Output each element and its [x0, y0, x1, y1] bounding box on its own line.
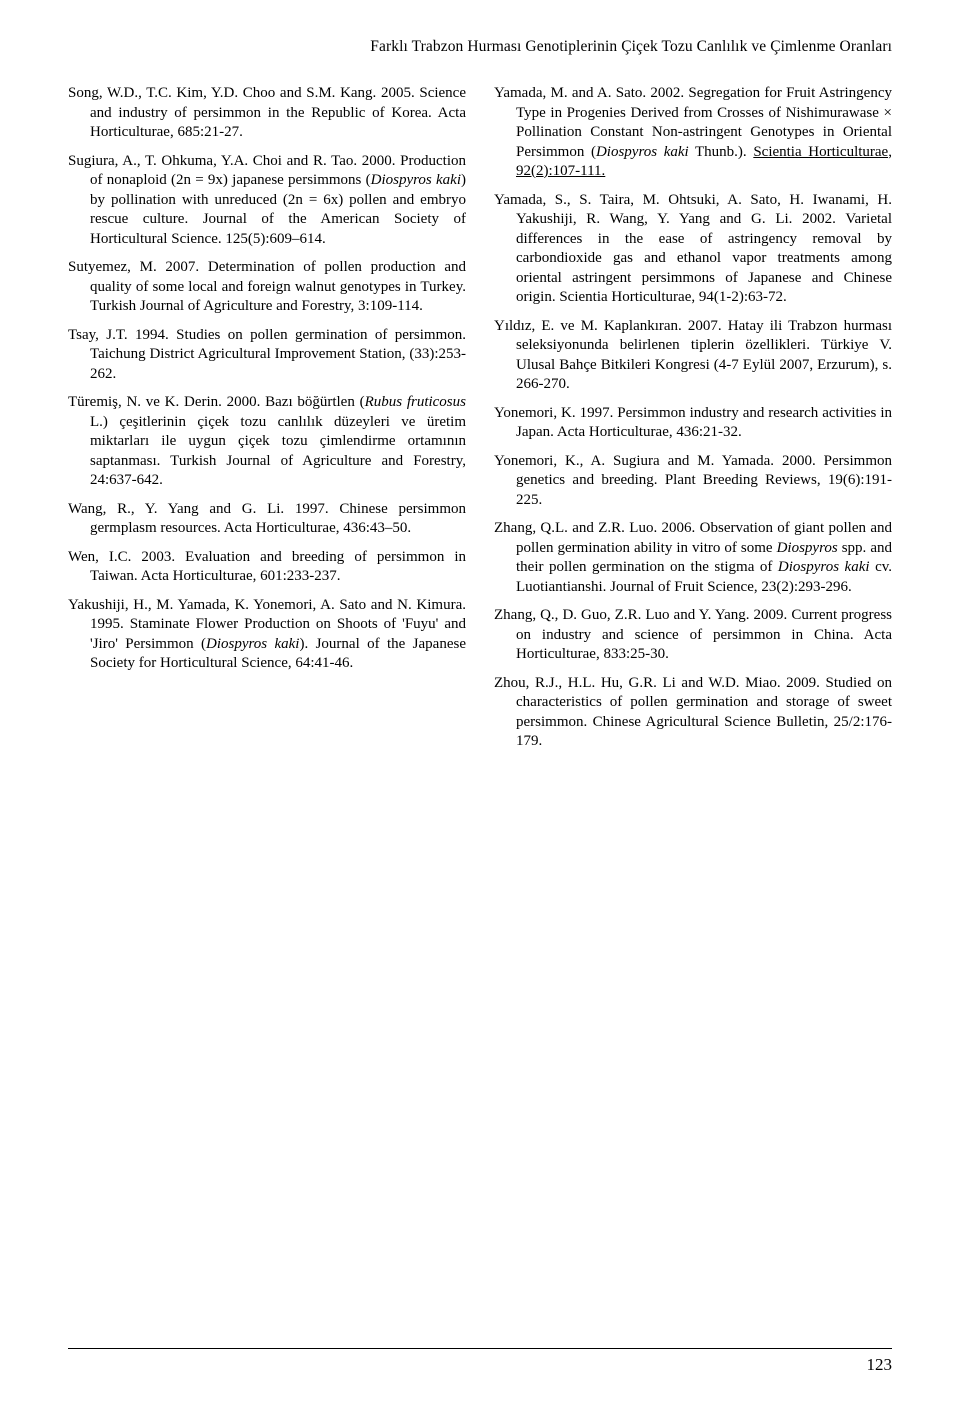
references-columns: Song, W.D., T.C. Kim, Y.D. Choo and S.M.…	[68, 84, 892, 752]
page-footer: 123	[68, 1348, 892, 1375]
reference-entry: Yamada, S., S. Taira, M. Ohtsuki, A. Sat…	[494, 191, 892, 308]
reference-entry: Zhou, R.J., H.L. Hu, G.R. Li and W.D. Mi…	[494, 674, 892, 752]
page-number: 123	[867, 1355, 893, 1374]
reference-entry: Zhang, Q.L. and Z.R. Luo. 2006. Observat…	[494, 519, 892, 597]
reference-entry: Yonemori, K. 1997. Persimmon industry an…	[494, 404, 892, 443]
running-head: Farklı Trabzon Hurması Genotiplerinin Çi…	[68, 38, 892, 56]
reference-entry: Yakushiji, H., M. Yamada, K. Yonemori, A…	[68, 596, 466, 674]
reference-entry: Yamada, M. and A. Sato. 2002. Segregatio…	[494, 84, 892, 182]
reference-entry: Wang, R., Y. Yang and G. Li. 1997. Chine…	[68, 500, 466, 539]
reference-entry: Tsay, J.T. 1994. Studies on pollen germi…	[68, 326, 466, 385]
reference-entry: Wen, I.C. 2003. Evaluation and breeding …	[68, 548, 466, 587]
reference-entry: Türemiş, N. ve K. Derin. 2000. Bazı böğü…	[68, 393, 466, 491]
reference-entry: Song, W.D., T.C. Kim, Y.D. Choo and S.M.…	[68, 84, 466, 143]
reference-entry: Zhang, Q., D. Guo, Z.R. Luo and Y. Yang.…	[494, 606, 892, 665]
reference-entry: Sutyemez, M. 2007. Determination of poll…	[68, 258, 466, 317]
reference-entry: Sugiura, A., T. Ohkuma, Y.A. Choi and R.…	[68, 152, 466, 250]
reference-entry: Yıldız, E. ve M. Kaplankıran. 2007. Hata…	[494, 317, 892, 395]
reference-entry: Yonemori, K., A. Sugiura and M. Yamada. …	[494, 452, 892, 511]
